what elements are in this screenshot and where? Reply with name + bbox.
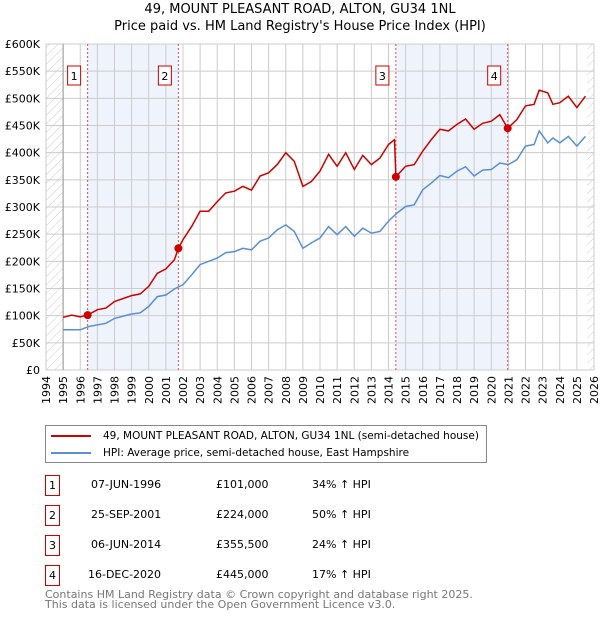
y-tick-label: £100K	[5, 310, 41, 323]
y-tick-label: £250K	[5, 228, 41, 241]
legend-item-property: 49, MOUNT PLEASANT ROAD, ALTON, GU34 1NL…	[46, 428, 479, 444]
x-tick-label: 2026	[588, 376, 600, 404]
legend: 49, MOUNT PLEASANT ROAD, ALTON, GU34 1NL…	[45, 425, 487, 463]
x-tick-label: 2017	[434, 376, 447, 404]
x-tick-label: 2016	[417, 376, 430, 404]
x-tick-label: 1995	[57, 376, 70, 404]
price-chart: 1994 1995 1996 1997 1998 1999 2000 2001 2002 2003…	[5, 38, 600, 404]
legend-label: 49, MOUNT PLEASANT ROAD, ALTON, GU34 1NL…	[103, 430, 479, 442]
sale-hpi: 17% ↑ HPI	[312, 568, 371, 581]
sale-number: 2	[45, 505, 60, 526]
sale-number: 4	[45, 565, 60, 586]
attribution: Contains HM Land Registry data © Crown c…	[45, 588, 473, 611]
x-tick-label: 2021	[502, 376, 515, 404]
y-tick-label: £0	[26, 364, 40, 377]
legend-swatch-red	[51, 435, 91, 437]
sale-point	[174, 244, 183, 253]
sale-price: £355,500	[216, 538, 269, 551]
sale-number: 1	[45, 475, 60, 496]
sale-marker-label: 3	[379, 70, 386, 83]
sale-date: 16-DEC-2020	[88, 568, 162, 581]
y-tick-label: £50K	[12, 337, 41, 350]
chart-subtitle: Price paid vs. HM Land Registry's House …	[114, 19, 486, 34]
sale-hpi: 50% ↑ HPI	[312, 508, 371, 521]
x-tick-label: 2002	[177, 376, 190, 404]
sale-hpi: 24% ↑ HPI	[312, 538, 371, 551]
x-tick-label: 2020	[485, 376, 498, 404]
sale-row: 4 16-DEC-2020 £445,000 17% ↑ HPI	[45, 565, 465, 587]
sale-marker-box	[375, 65, 390, 86]
sale-row: 1 07-JUN-1996 £101,000 34% ↑ HPI	[45, 475, 465, 497]
x-tick-label: 2019	[468, 376, 481, 404]
sale-point	[83, 311, 92, 320]
x-tick-label: 2000	[143, 376, 156, 404]
y-tick-label: £300K	[5, 201, 41, 214]
y-tick-label: £500K	[5, 92, 41, 105]
legend-swatch-blue	[51, 452, 91, 454]
x-tick-label: 1998	[109, 376, 122, 404]
property-price-line	[62, 89, 587, 319]
sale-point	[391, 172, 400, 181]
x-tick-label: 2007	[263, 376, 276, 404]
y-tick-label: £550K	[5, 65, 41, 78]
x-tick-label: 2003	[194, 376, 207, 404]
x-tick-label: 2012	[348, 376, 361, 404]
sale-date: 07-JUN-1996	[91, 478, 162, 491]
x-tick-label: 2001	[160, 376, 173, 404]
legend-item-hpi: HPI: Average price, semi-detached house,…	[46, 445, 409, 461]
x-tick-label: 2008	[280, 376, 293, 404]
x-tick-label: 1997	[91, 376, 104, 404]
hpi-line	[63, 129, 586, 331]
attribution-line: This data is licensed under the Open Gov…	[45, 598, 396, 611]
x-tick-label: 2015	[400, 376, 413, 404]
sale-row: 3 06-JUN-2014 £355,500 24% ↑ HPI	[45, 535, 465, 557]
sale-marker-box	[157, 65, 172, 86]
y-tick-label: £150K	[5, 283, 41, 296]
x-tick-label: 1994	[40, 376, 53, 404]
chart-title: 49, MOUNT PLEASANT ROAD, ALTON, GU34 1NL	[144, 2, 456, 17]
legend-label: HPI: Average price, semi-detached house,…	[103, 447, 410, 459]
sale-row: 2 25-SEP-2001 £224,000 50% ↑ HPI	[45, 505, 465, 527]
sale-marker-label: 4	[491, 70, 498, 83]
sale-price: £224,000	[216, 508, 269, 521]
x-tick-label: 2006	[246, 376, 259, 404]
sale-price: £445,000	[216, 568, 269, 581]
sale-price: £101,000	[216, 478, 269, 491]
x-tick-label: 2013	[365, 376, 378, 404]
x-tick-label: 2022	[520, 376, 533, 404]
y-tick-label: £350K	[5, 174, 41, 187]
x-tick-label: 2009	[297, 376, 310, 404]
sale-date: 25-SEP-2001	[91, 508, 162, 521]
sale-number: 3	[45, 535, 60, 556]
x-tick-label: 2005	[228, 376, 241, 404]
x-tick-label: 2014	[383, 376, 396, 404]
sale-marker-label: 2	[161, 70, 168, 83]
x-tick-label: 2018	[451, 376, 464, 404]
sale-date: 06-JUN-2014	[91, 538, 162, 551]
x-tick-label: 2011	[331, 376, 344, 404]
x-tick-label: 2010	[314, 376, 327, 404]
sale-marker-box	[67, 65, 82, 86]
x-tick-label: 2024	[554, 376, 567, 404]
x-tick-label: 1996	[74, 376, 87, 404]
y-tick-label: £450K	[5, 120, 41, 133]
sale-point	[503, 124, 512, 133]
y-tick-label: £400K	[5, 147, 41, 160]
sale-marker-label: 1	[71, 70, 78, 83]
x-tick-label: 2023	[537, 376, 550, 404]
x-tick-label: 1999	[126, 376, 139, 404]
sale-hpi: 34% ↑ HPI	[312, 478, 371, 491]
x-tick-label: 2025	[571, 376, 584, 404]
x-tick-label: 2004	[211, 376, 224, 404]
sale-marker-box	[487, 65, 502, 86]
attribution-line: Contains HM Land Registry data © Crown c…	[45, 588, 473, 601]
y-tick-label: £600K	[5, 38, 41, 51]
y-tick-label: £200K	[5, 255, 41, 268]
